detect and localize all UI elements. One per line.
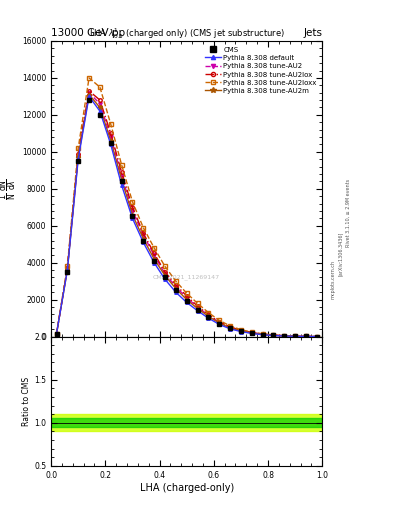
Text: mcplots.cern.ch: mcplots.cern.ch: [330, 260, 335, 298]
Text: [arXiv:1306.3436]: [arXiv:1306.3436]: [338, 231, 343, 275]
Y-axis label: Ratio to CMS: Ratio to CMS: [22, 377, 31, 426]
Text: CMS_2021_11269147: CMS_2021_11269147: [153, 274, 220, 280]
X-axis label: LHA (charged-only): LHA (charged-only): [140, 482, 234, 493]
Text: Jets: Jets: [303, 28, 322, 38]
Text: 13000 GeV pp: 13000 GeV pp: [51, 28, 125, 38]
Legend: CMS, Pythia 8.308 default, Pythia 8.308 tune-AU2, Pythia 8.308 tune-AU2lox, Pyth: CMS, Pythia 8.308 default, Pythia 8.308 …: [203, 45, 319, 96]
Text: Rivet 3.1.10, ≥ 2.9M events: Rivet 3.1.10, ≥ 2.9M events: [346, 178, 351, 247]
Title: LHA $\lambda^{1}_{0.5}$ (charged only) (CMS jet substructure): LHA $\lambda^{1}_{0.5}$ (charged only) (…: [89, 26, 285, 41]
Y-axis label: $\frac{1}{\mathrm{N}}\,\frac{\mathrm{d}\mathrm{N}}{\mathrm{d}\lambda}$: $\frac{1}{\mathrm{N}}\,\frac{\mathrm{d}\…: [0, 178, 19, 200]
